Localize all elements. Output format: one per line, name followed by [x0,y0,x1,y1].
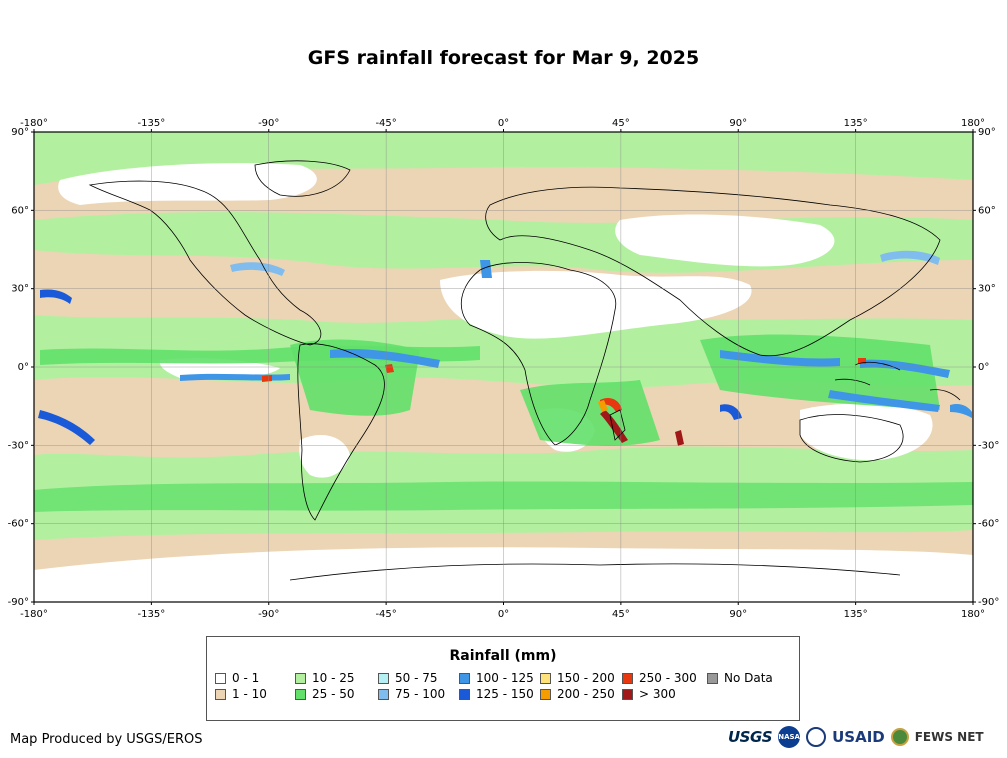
legend-label: 50 - 75 [395,671,438,685]
latitude-tick-label: -90° [8,597,29,608]
legend-label: 200 - 250 [557,687,615,701]
longitude-tick-label: -45° [375,609,396,620]
legend-item: 100 - 125 [459,671,534,685]
latitude-ticks-right: 90° 60° 30° 0° -30° -60° -90° [973,127,999,608]
latitude-tick-label: -60° [978,519,999,530]
latitude-tick-label: 60° [978,205,996,216]
longitude-tick-label: 180° [961,609,985,620]
longitude-tick-label: 0° [498,609,509,620]
legend-item: 150 - 200 [540,671,615,685]
usgs-logo: USGS [728,728,773,746]
latitude-tick-label: -60° [8,519,29,530]
longitude-tick-label: 0° [498,118,509,129]
longitude-ticks-top: -180° -135° -90° -45° 0° 45° 90° 135° 180° [20,118,985,132]
longitude-tick-label: 90° [729,118,747,129]
legend-swatch [215,672,226,684]
legend-swatch [215,688,226,700]
nasa-logo: NASA [778,726,801,748]
partner-logos: USGS NASA USAID FEWS NET [728,726,984,748]
latitude-tick-label: -30° [8,440,29,451]
fews-globe-icon [890,728,909,746]
latitude-tick-label: -90° [978,597,999,608]
legend-swatch [459,672,470,684]
legend-swatch [378,672,389,684]
longitude-tick-label: 135° [844,118,868,129]
legend-swatch [622,672,633,684]
legend-label: 10 - 25 [312,671,355,685]
latitude-tick-label: -30° [978,440,999,451]
fews-net-logo: FEWS NET [914,730,984,744]
rainfall-map-canvas: -180° -135° -90° -45° 0° 45° 90° 135° 180° -180°… [8,118,1000,620]
longitude-tick-label: -180° [20,118,48,129]
latitude-tick-label: 0° [978,362,989,373]
legend-label: 1 - 10 [232,687,267,701]
legend-swatch [540,672,551,684]
legend-item: 0 - 1 [215,671,259,685]
legend-label: 125 - 150 [476,687,534,701]
latitude-tick-label: 30° [978,284,996,295]
legend-label: > 300 [639,687,676,701]
map-title: GFS rainfall forecast for Mar 9, 2025 [307,47,700,69]
longitude-tick-label: -180° [20,609,48,620]
longitude-tick-label: 180° [961,118,985,129]
longitude-tick-label: 135° [844,609,868,620]
legend-item: > 300 [622,687,676,701]
legend-swatch [295,672,306,684]
longitude-tick-label: -135° [138,609,166,620]
legend-item: 50 - 75 [378,671,438,685]
latitude-tick-label: 0° [18,362,29,373]
legend-label: 150 - 200 [557,671,615,685]
legend-label: No Data [724,671,773,685]
legend-item: 25 - 50 [295,687,355,701]
latitude-tick-label: 30° [11,284,29,295]
credit-text: Map Produced by USGS/EROS [10,732,203,747]
legend-swatch [378,688,389,700]
legend-label: 75 - 100 [395,687,446,701]
longitude-tick-label: -90° [258,118,279,129]
legend-item: 1 - 10 [215,687,267,701]
legend: Rainfall (mm) 0 - 1 1 - 10 10 - 25 25 - 50 5… [206,636,800,721]
legend-item: 10 - 25 [295,671,355,685]
legend-swatch [540,688,551,700]
legend-label: 0 - 1 [232,671,260,685]
legend-label: 100 - 125 [476,671,534,685]
usaid-seal-icon [806,727,827,747]
longitude-tick-label: -45° [375,118,396,129]
legend-item: 250 - 300 [622,671,697,685]
legend-label: 25 - 50 [312,687,355,701]
legend-swatch [622,688,633,700]
legend-item: No Data [707,671,773,685]
coastlines [88,160,961,581]
longitude-ticks-bottom: -180° -135° -90° -45° 0° 45° 90° 135° 180° [20,602,985,620]
legend-swatch [459,688,470,700]
longitude-tick-label: -90° [258,609,279,620]
latitude-tick-label: 90° [11,127,29,138]
longitude-tick-label: -135° [138,118,166,129]
legend-swatch [295,688,306,700]
usaid-logo: USAID [832,728,885,746]
legend-label: 250 - 300 [639,671,697,685]
latitude-tick-label: 60° [11,205,29,216]
legend-title: Rainfall (mm) [449,648,557,664]
map-grid: -180° -135° -90° -45° 0° 45° 90° 135° 180° -180°… [8,118,1000,620]
legend-item: 75 - 100 [378,687,445,701]
latitude-tick-label: 90° [978,127,996,138]
legend-item: 125 - 150 [459,687,534,701]
rainfall-map: -180° -135° -90° -45° 0° 45° 90° 135° 180° -180°… [0,110,1007,624]
latitude-ticks-left: 90° 60° 30° 0° -30° -60° -90° [8,127,34,608]
longitude-tick-label: 90° [729,609,747,620]
longitude-tick-label: 45° [612,118,630,129]
legend-swatch [707,672,718,684]
longitude-tick-label: 45° [612,609,630,620]
legend-item: 200 - 250 [540,687,615,701]
